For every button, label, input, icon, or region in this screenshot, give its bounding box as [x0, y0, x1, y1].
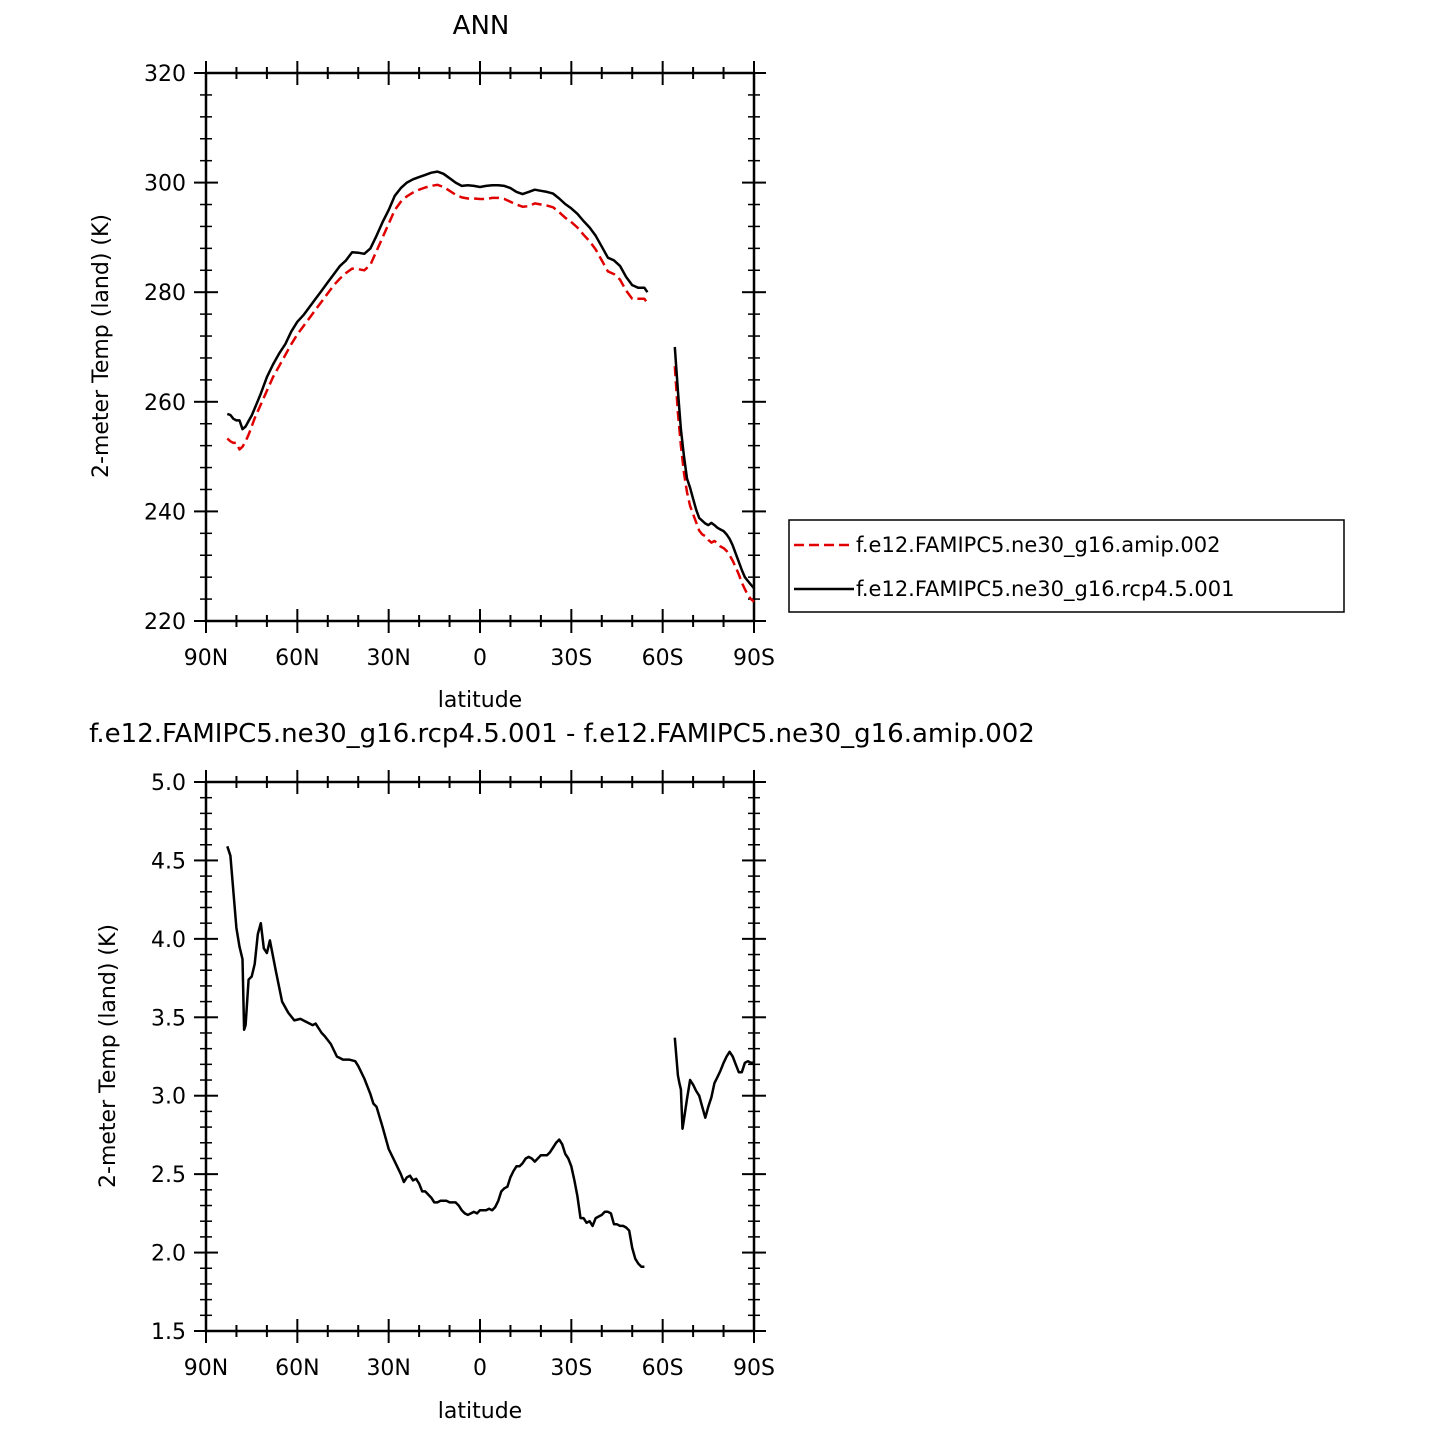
- top-x-tick-label: 90N: [184, 646, 228, 671]
- bottom-y-tick-label: 4.5: [151, 849, 186, 874]
- top-y-tick-label: 300: [144, 172, 186, 197]
- top-x-tick-label: 0: [473, 646, 487, 671]
- top-x-tick-label: 30N: [366, 646, 410, 671]
- bottom-x-tick-label: 60S: [642, 1356, 684, 1381]
- top-series-0-segment-0: [226, 183, 649, 451]
- top-y-tick-label: 220: [144, 610, 186, 635]
- bottom-y-tick-label: 2.0: [151, 1242, 186, 1267]
- top-y-tick-label: 260: [144, 391, 186, 416]
- bottom-plot-frame: [204, 780, 756, 1333]
- top-series-0-segment-1: [673, 366, 755, 603]
- top-plot-area: 90N 60N 30N 0 30S 60S 90S 220 240 260 280 300 320: [144, 61, 775, 671]
- top-series-1-segment-0: [226, 170, 649, 431]
- top-x-tick-label: 30S: [550, 646, 592, 671]
- bottom-y-tick-label: 1.5: [151, 1320, 186, 1345]
- top-y-tick-label: 320: [144, 62, 186, 87]
- bottom-x-tick-label: 90S: [733, 1356, 775, 1381]
- legend-label-rcp: f.e12.FAMIPC5.ne30_g16.rcp4.5.001: [856, 577, 1234, 602]
- top-y-tick-label: 280: [144, 281, 186, 306]
- bottom-x-tick-label: 30S: [550, 1356, 592, 1381]
- top-x-axis-label: latitude: [438, 688, 522, 713]
- bottom-y-tick-label: 5.0: [151, 771, 186, 796]
- legend-label-amip: f.e12.FAMIPC5.ne30_g16.amip.002: [856, 533, 1220, 558]
- bottom-panel: f.e12.FAMIPC5.ne30_g16.rcp4.5.001 - f.e1…: [89, 719, 1035, 1424]
- bottom-y-tick-label: 4.0: [151, 928, 186, 953]
- bottom-x-tick-label: 90N: [184, 1356, 228, 1381]
- top-chart-title: ANN: [453, 11, 510, 41]
- bottom-series-0-segment-0: [226, 845, 645, 1268]
- bottom-series-0-segment-1: [673, 1037, 754, 1130]
- top-x-tick-label: 60S: [642, 646, 684, 671]
- bottom-x-tick-label: 60N: [275, 1356, 319, 1381]
- legend-box: [788, 519, 1345, 613]
- bottom-x-tick-label: 0: [473, 1356, 487, 1381]
- bottom-y-tick-label: 3.5: [151, 1006, 186, 1031]
- top-y-tick-label: 240: [144, 500, 186, 525]
- bottom-x-axis-label: latitude: [438, 1399, 522, 1424]
- bottom-x-tick-label: 30N: [366, 1356, 410, 1381]
- top-series-1-segment-1: [673, 346, 755, 589]
- bottom-y-tick-label: 2.5: [151, 1163, 186, 1188]
- top-plot-frame: [204, 71, 756, 623]
- top-x-tick-label: 90S: [733, 646, 775, 671]
- bottom-y-tick-label: 3.0: [151, 1085, 186, 1110]
- top-panel: ANN 90N 60N 30N 0 30S 60S 90S 220 240 260 280 300 32…: [89, 11, 1345, 713]
- legend: f.e12.FAMIPC5.ne30_g16.amip.002 f.e12.FA…: [788, 519, 1345, 613]
- top-x-tick-label: 60N: [275, 646, 319, 671]
- bottom-y-axis-label: 2-meter Temp (land) (K): [96, 924, 121, 1188]
- bottom-chart-title: f.e12.FAMIPC5.ne30_g16.rcp4.5.001 - f.e1…: [89, 719, 1035, 749]
- top-y-axis-label: 2-meter Temp (land) (K): [89, 214, 114, 478]
- bottom-plot-area: 90N 60N 30N 0 30S 60S 90S 1.5 2.0 2.5 3.0 3.5 4.0 4.5…: [151, 770, 775, 1381]
